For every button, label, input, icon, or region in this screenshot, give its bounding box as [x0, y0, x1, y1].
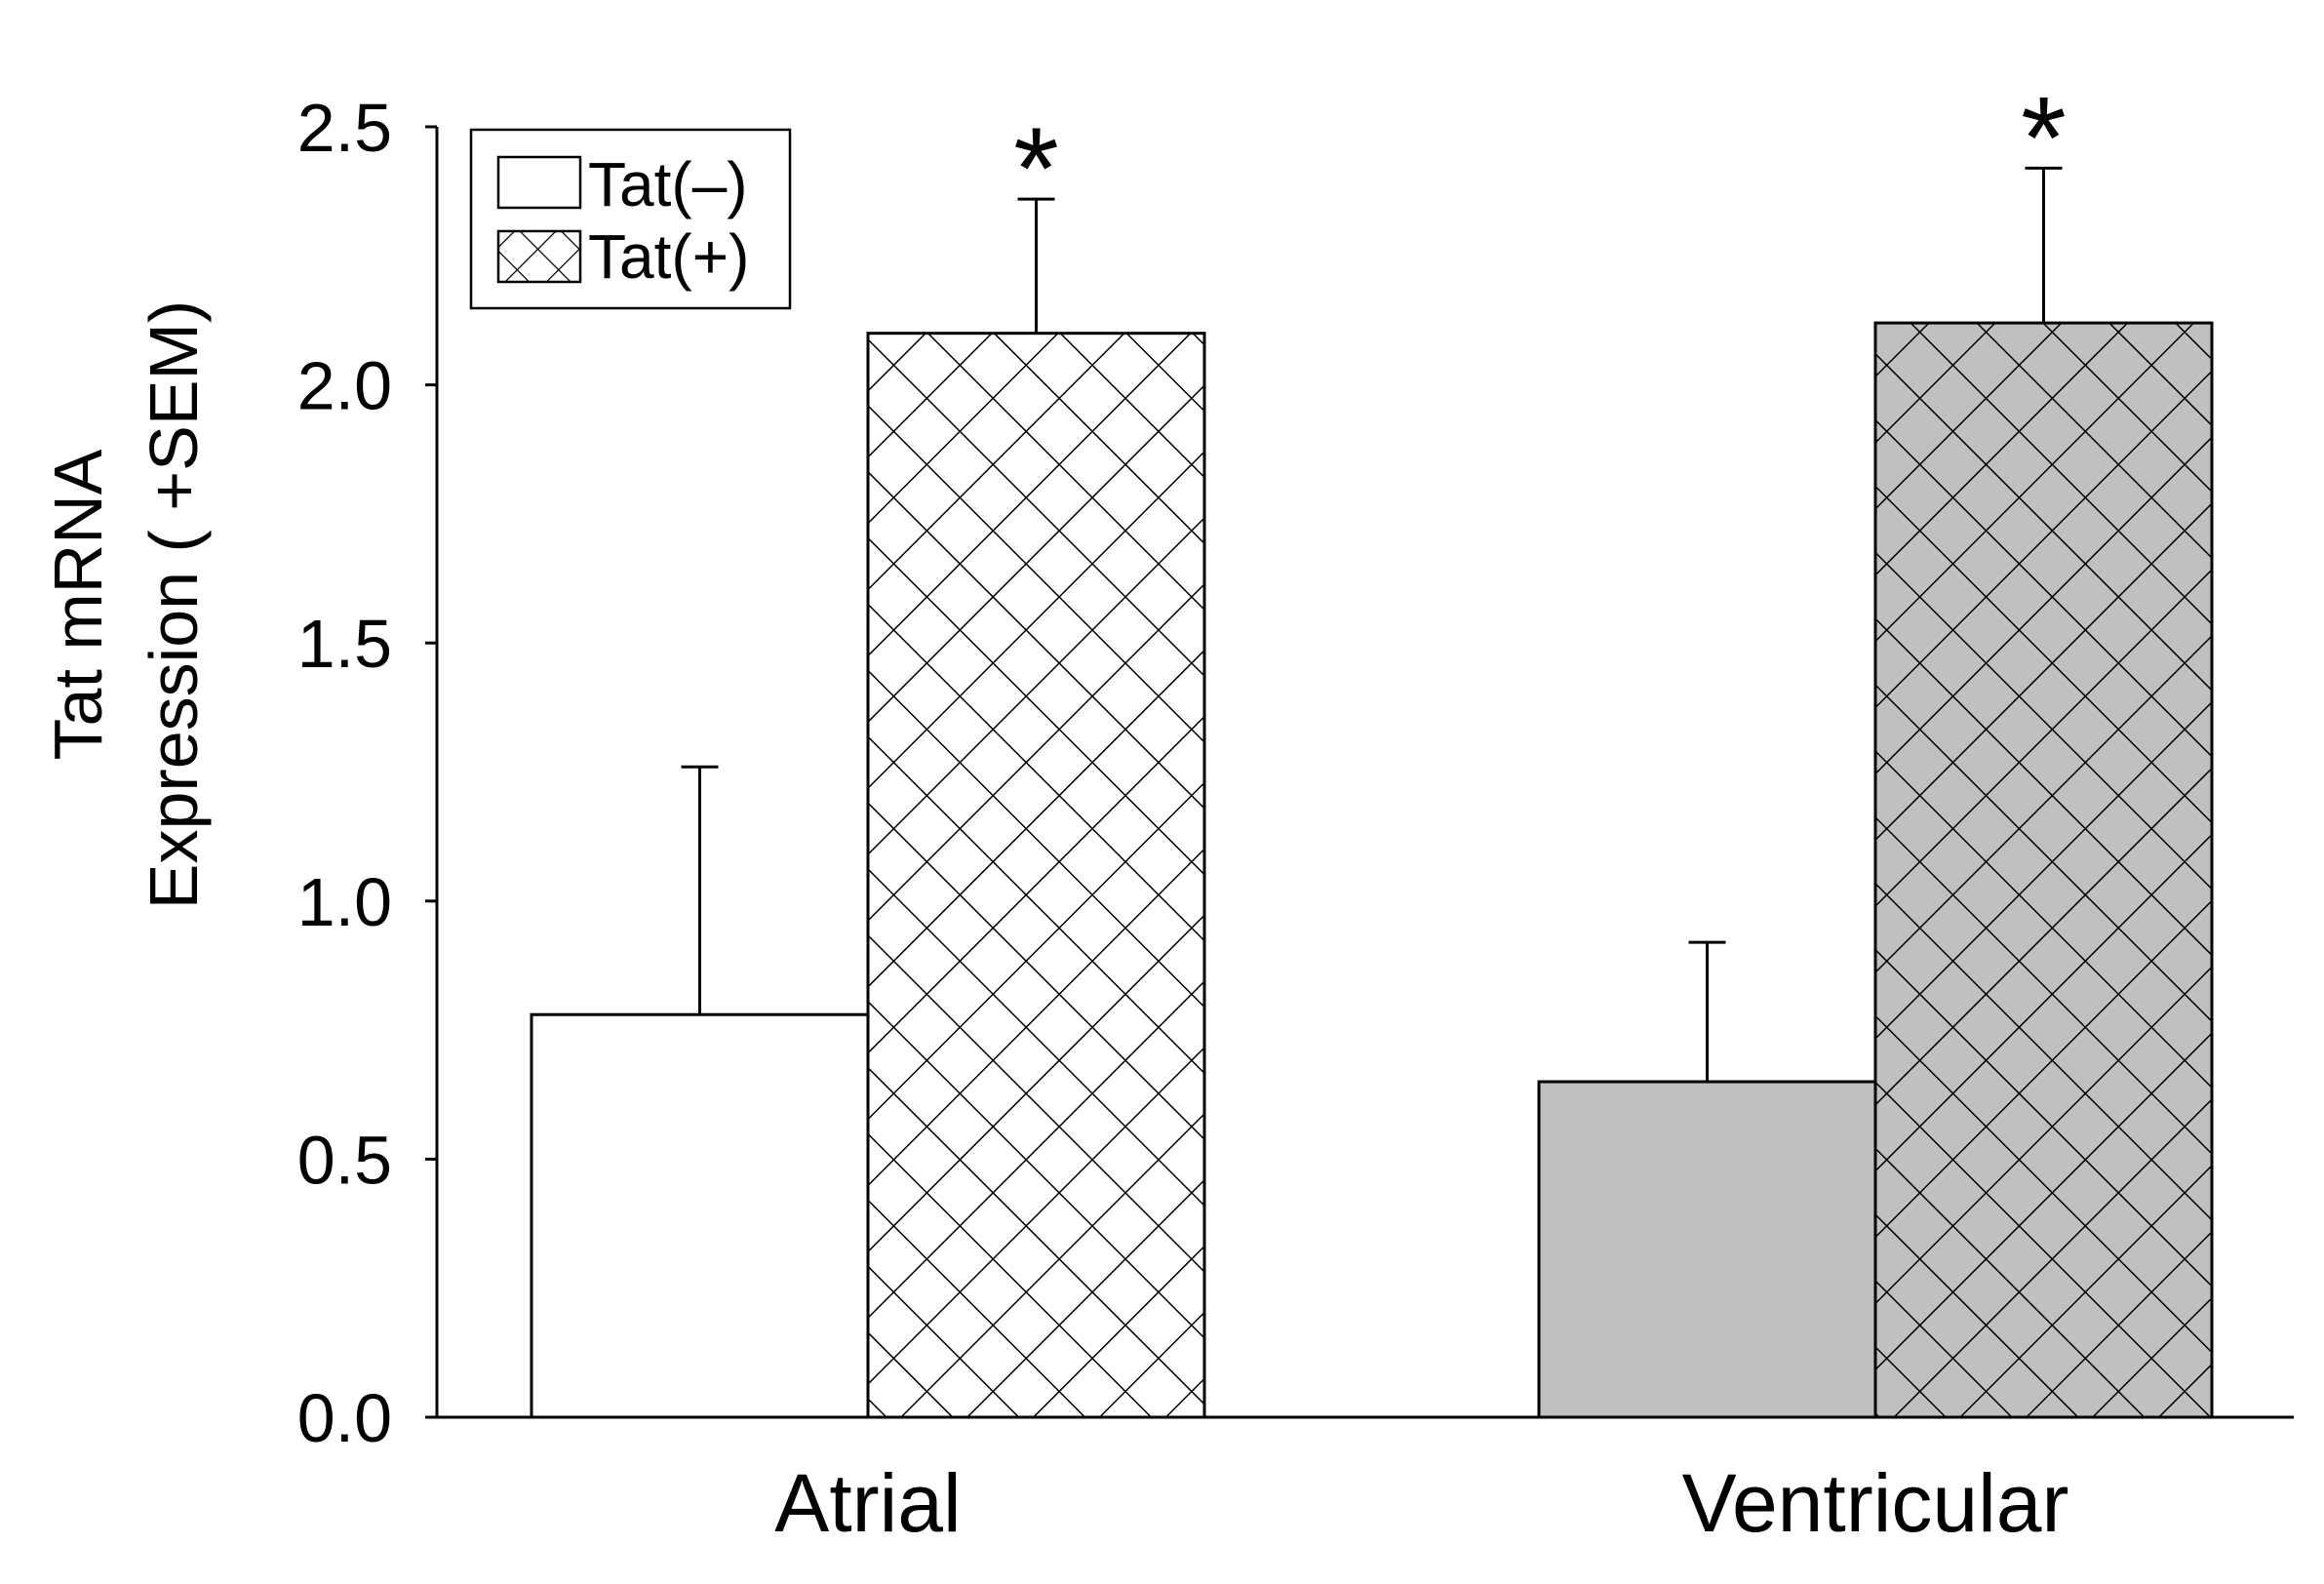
y-tick-label: 0.0: [297, 1380, 392, 1456]
y-axis-ticks: 0.0 0.5 1.0 1.5 2.0 2.5: [297, 90, 437, 1456]
significance-asterisk-ventricular: *: [2021, 72, 2067, 203]
x-category-label-atrial: Atrial: [774, 1457, 961, 1549]
y-tick-label: 0.5: [297, 1122, 392, 1198]
y-tick-label: 2.0: [297, 348, 392, 424]
y-axis-title: Tat mRNA Expression ( +SEM): [40, 300, 212, 909]
legend-label-tat-plus: Tat(+): [588, 221, 749, 292]
y-tick-label: 1.0: [297, 864, 392, 940]
legend-swatch-tat-minus: [496, 155, 582, 210]
significance-markers: * *: [1013, 72, 2067, 234]
y-tick-label: 1.5: [297, 606, 392, 682]
legend-swatch-tat-plus: [496, 229, 582, 284]
significance-asterisk-atrial: *: [1013, 103, 1059, 234]
legend-label-tat-minus: Tat(–): [588, 149, 748, 219]
bars: [530, 321, 2214, 1419]
bar-atrial-tat-plus: [866, 332, 1206, 1419]
error-bars: [681, 166, 2063, 1083]
bar-ventricular-tat-minus: [1537, 1080, 1877, 1419]
y-axis-title-line-2: Expression ( +SEM): [136, 300, 212, 909]
bar-ventricular-tat-plus: [1873, 321, 2214, 1419]
legend: Tat(–) Tat(+): [469, 128, 792, 310]
bar-atrial-tat-minus: [530, 1012, 870, 1419]
x-category-label-ventricular: Ventricular: [1682, 1457, 2069, 1549]
y-axis-title-line-1: Tat mRNA: [40, 449, 116, 760]
y-tick-label: 2.5: [297, 90, 392, 166]
